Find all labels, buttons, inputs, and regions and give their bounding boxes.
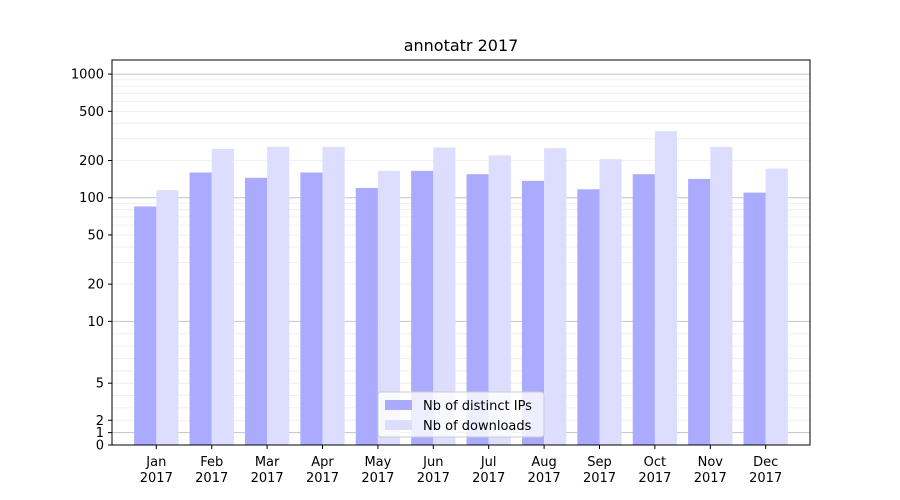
legend-label: Nb of downloads: [423, 419, 532, 434]
bar-downloads: [544, 148, 567, 445]
y-tick-label: 50: [87, 228, 104, 243]
y-tick-label: 20: [87, 278, 104, 293]
x-tick-label: Oct 2017: [638, 455, 671, 486]
bar-distinct-ips: [521, 180, 545, 445]
x-tick-month: Jun: [422, 455, 443, 470]
bar-distinct-ips: [300, 172, 323, 446]
bar-downloads: [488, 155, 511, 445]
bar-downloads: [433, 147, 456, 445]
x-tick-label: Nov 2017: [694, 455, 727, 486]
x-tick-year: 2017: [417, 471, 450, 486]
x-tick-year: 2017: [140, 471, 173, 486]
x-tick-month: Oct: [644, 455, 666, 470]
x-tick-label: Feb 2017: [195, 455, 228, 486]
bar-downloads: [765, 168, 788, 445]
bar-downloads: [322, 146, 345, 445]
x-tick-month: Dec: [753, 455, 778, 470]
x-tick-year: 2017: [749, 471, 782, 486]
bar-downloads: [267, 146, 290, 445]
x-tick-month: Sep: [587, 455, 612, 470]
bar-downloads: [156, 190, 179, 445]
bar-distinct-ips: [355, 187, 378, 445]
bar-downloads: [654, 131, 678, 445]
x-tick-month: Jul: [480, 455, 497, 470]
x-tick-label: Jul 2017: [472, 455, 505, 486]
x-tick-year: 2017: [472, 471, 505, 486]
bar-downloads: [599, 159, 622, 445]
y-axis: 012 5 10 20 50 100 200 500 1000: [71, 68, 112, 454]
x-tick-year: 2017: [361, 471, 394, 486]
bar-downloads: [710, 146, 733, 445]
y-tick-label: 200: [79, 154, 104, 169]
x-tick-label: Aug 2017: [528, 455, 561, 486]
legend: Nb of distinct IPs Nb of downloads: [377, 391, 545, 438]
x-tick-month: Mar: [255, 455, 280, 470]
bar-downloads: [377, 170, 401, 446]
x-tick-year: 2017: [195, 471, 228, 486]
x-tick-year: 2017: [306, 471, 339, 486]
bar-distinct-ips: [743, 192, 766, 445]
chart-title: annotatr 2017: [404, 36, 519, 55]
bar-distinct-ips: [134, 206, 157, 445]
x-tick-month: Apr: [311, 455, 334, 470]
x-tick-month: May: [364, 455, 391, 470]
x-tick-label: Jun 2017: [417, 455, 450, 486]
x-tick-label: Apr 2017: [306, 455, 339, 486]
bar-distinct-ips: [466, 174, 489, 445]
bar-downloads: [211, 148, 234, 445]
y-tick-label: 0: [96, 439, 104, 454]
x-tick-label: Mar 2017: [251, 455, 284, 486]
y-tick-label: 100: [79, 191, 104, 206]
legend-swatch: [385, 420, 412, 430]
bar-distinct-ips: [189, 172, 212, 446]
bar-distinct-ips: [577, 189, 600, 445]
x-tick-year: 2017: [528, 471, 561, 486]
x-tick-month: Feb: [200, 455, 223, 470]
x-tick-month: Nov: [698, 455, 724, 470]
y-tick-label: 2: [96, 414, 104, 429]
x-tick-year: 2017: [694, 471, 727, 486]
y-tick-label: 10: [87, 315, 104, 330]
legend-box: [377, 391, 545, 438]
bar-distinct-ips: [244, 177, 268, 445]
bars: [134, 131, 788, 446]
x-tick-month: Aug: [531, 455, 556, 470]
plot-frame: [111, 59, 811, 446]
x-tick-label: Jan 2017: [140, 455, 173, 486]
x-tick-year: 2017: [583, 471, 616, 486]
y-tick-label: 1: [96, 426, 104, 441]
x-tick-month: Jan: [145, 455, 166, 470]
x-tick-year: 2017: [638, 471, 671, 486]
bar-distinct-ips: [688, 178, 711, 446]
bar-distinct-ips: [632, 174, 655, 445]
x-tick-label: Sep 2017: [583, 455, 616, 486]
bar-distinct-ips: [411, 170, 434, 446]
y-tick-label: 5: [96, 377, 104, 392]
y-tick-label: 1000: [71, 68, 104, 83]
x-tick-year: 2017: [251, 471, 284, 486]
legend-label: Nb of distinct IPs: [423, 399, 532, 414]
legend-swatch: [385, 400, 412, 410]
y-tick-label: 500: [79, 105, 104, 120]
x-tick-label: Dec 2017: [749, 455, 782, 486]
x-tick-label: May 2017: [361, 455, 394, 486]
